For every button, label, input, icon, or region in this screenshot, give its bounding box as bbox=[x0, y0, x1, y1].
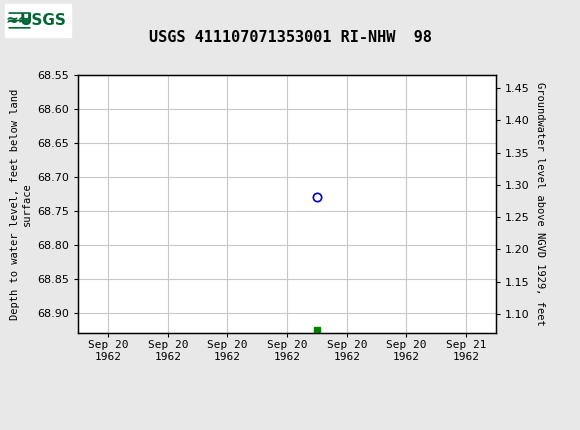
Y-axis label: Depth to water level, feet below land
surface: Depth to water level, feet below land su… bbox=[10, 89, 32, 320]
Text: USGS: USGS bbox=[20, 13, 67, 28]
Y-axis label: Groundwater level above NGVD 1929, feet: Groundwater level above NGVD 1929, feet bbox=[535, 83, 545, 326]
FancyBboxPatch shape bbox=[5, 4, 71, 37]
Legend: Period of approved data: Period of approved data bbox=[179, 425, 396, 430]
Text: ≈≈: ≈≈ bbox=[6, 13, 31, 28]
Text: USGS 411107071353001 RI-NHW  98: USGS 411107071353001 RI-NHW 98 bbox=[148, 30, 432, 45]
